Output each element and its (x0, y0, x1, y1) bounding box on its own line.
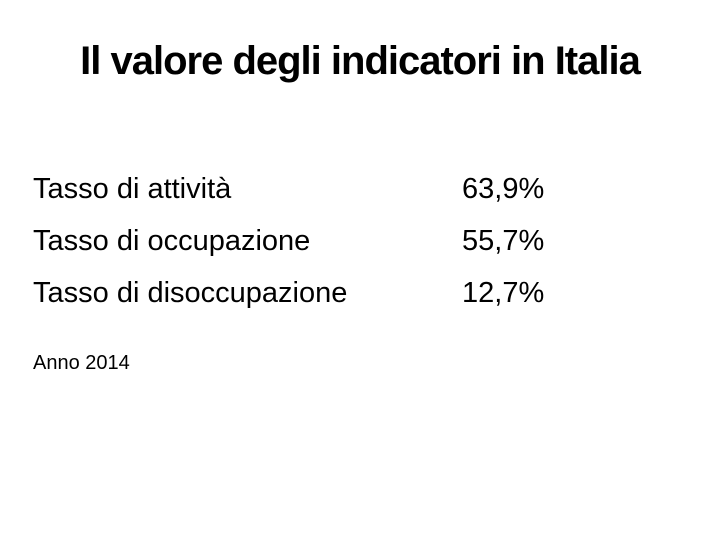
indicator-list: Tasso di attività 63,9% Tasso di occupaz… (33, 170, 693, 326)
indicator-label: Tasso di attività (33, 173, 232, 205)
indicator-label: Tasso di disoccupazione (33, 277, 348, 309)
indicator-label: Tasso di occupazione (33, 225, 311, 257)
indicator-value: 63,9% (462, 173, 545, 205)
indicator-row-occupazione: Tasso di occupazione 55,7% (33, 222, 693, 274)
indicator-row-attivita: Tasso di attività 63,9% (33, 170, 693, 222)
slide-title: Il valore degli indicatori in Italia (80, 39, 641, 83)
indicator-value: 12,7% (462, 277, 545, 309)
indicator-row-disoccupazione: Tasso di disoccupazione 12,7% (33, 274, 693, 326)
indicator-value: 55,7% (462, 225, 545, 257)
footnote-anno: Anno 2014 (33, 352, 130, 374)
